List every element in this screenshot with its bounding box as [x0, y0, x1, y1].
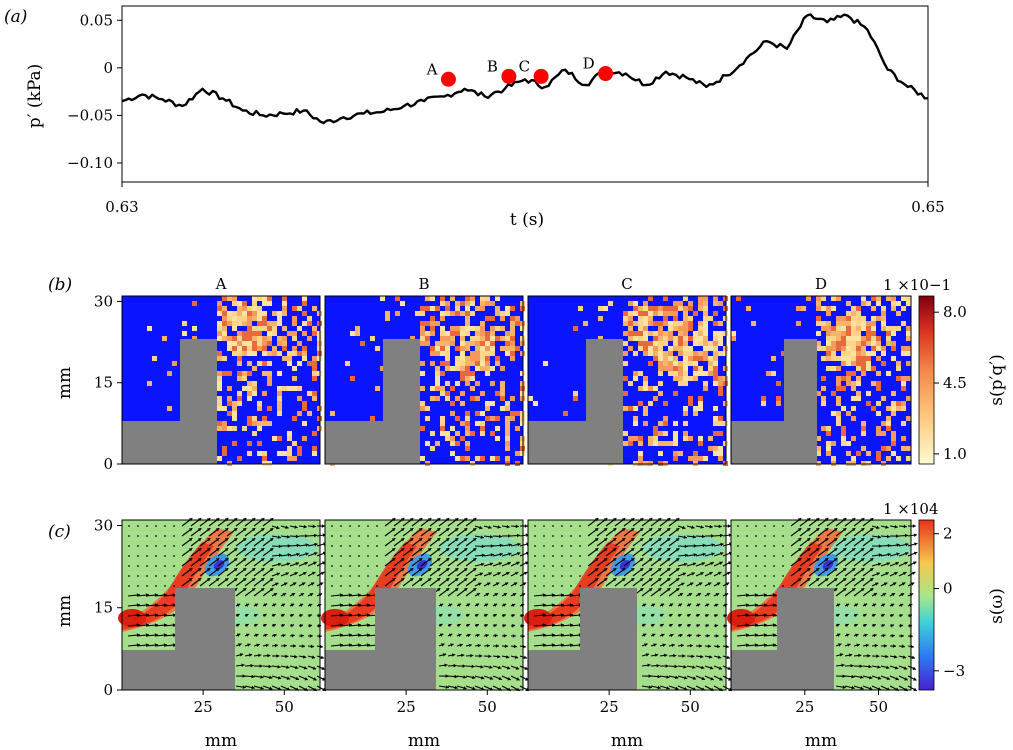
annotation-marker	[501, 68, 517, 84]
x-axis-a: 0.63 0.65	[105, 182, 945, 216]
annotation-marker	[440, 71, 456, 87]
y-tick-label: 30	[94, 292, 113, 310]
annotation-marker	[598, 66, 614, 82]
panel-a-label: (a)	[4, 7, 27, 27]
panel-c: (c) mm 0 15 30 25 50 mm 25 50 mm 25 50 mm 25 50 mm 1 …	[48, 500, 1007, 750]
heatmap-b-A: A	[121, 275, 322, 466]
vorticity-panel: 25 50 mm	[321, 517, 530, 750]
plot-frame-a	[121, 5, 929, 183]
y-tick-label: 0	[103, 59, 113, 77]
x-tick-label: 0.63	[105, 198, 138, 216]
x-tick-label: 0.65	[911, 198, 944, 216]
colorbar-b-scale: 1 ×10−1	[883, 276, 951, 294]
colorbar-tick-label: 0	[943, 580, 953, 598]
y-tick-label: 15	[94, 599, 113, 617]
x-tick-label: 25	[397, 698, 416, 716]
bluff-body	[731, 588, 834, 690]
subplot-title-b-C: C	[621, 275, 632, 293]
y-axis-label-b: mm	[55, 367, 75, 399]
y-tick-label: 30	[94, 516, 113, 534]
vorticity-panel: 25 50 mm	[727, 517, 918, 750]
bluff-body	[528, 339, 623, 464]
subplot-title-b-B: B	[418, 275, 429, 293]
heatmap-b-D: D	[730, 275, 912, 466]
x-axis-label-c: mm	[408, 731, 440, 750]
bluff-body	[731, 339, 817, 464]
heatmap-b-B: B	[324, 275, 525, 466]
bluff-body	[122, 588, 235, 690]
annotation-label: B	[487, 57, 498, 75]
y-axis-a: 0.05 0 −0.05 −0.10	[67, 11, 122, 172]
annotation-markers: A B C D	[426, 55, 614, 87]
colorbar-c-label: s(ω)	[987, 588, 1007, 624]
x-axis-label-c: mm	[205, 731, 237, 750]
x-tick-label: 25	[194, 698, 213, 716]
x-axis-label-c: mm	[805, 731, 837, 750]
y-tick-label: 0.05	[80, 11, 113, 29]
y-axis-b: 0 15 30	[94, 292, 122, 473]
x-tick-label: 50	[478, 698, 497, 716]
bluff-body	[325, 339, 420, 464]
x-tick-label: 50	[869, 698, 888, 716]
y-tick-label: 0	[103, 455, 113, 473]
annotation-label: A	[426, 60, 438, 78]
x-axis-label-c: mm	[611, 731, 643, 750]
annotation-label: C	[519, 57, 530, 75]
colorbar-tick-label: 2	[943, 525, 953, 543]
colorbar-tick-label: 8.0	[943, 303, 967, 321]
panel-b-label: (b)	[48, 275, 72, 295]
x-tick-label: 50	[681, 698, 700, 716]
x-tick-label: 25	[600, 698, 619, 716]
y-tick-label: −0.05	[67, 106, 113, 124]
panel-b: (b) mm 0 15 30 A B C D	[48, 275, 1007, 473]
x-axis-label-a: t (s)	[510, 210, 544, 230]
bluff-body	[122, 339, 217, 464]
pressure-series-line	[121, 13, 928, 125]
colorbar-tick-label: −3	[943, 662, 965, 680]
x-tick-label: 25	[795, 698, 814, 716]
subplot-title-b-D: D	[815, 275, 827, 293]
annotation-label: D	[583, 55, 595, 73]
panel-c-label: (c)	[48, 522, 71, 542]
colorbar-b: 1 ×10−1 8.0 4.5 1.0 s(p′q′)	[883, 276, 1007, 465]
annotation-marker	[533, 68, 549, 84]
heatmap-b-C: C	[527, 275, 728, 466]
y-axis-label-c: mm	[55, 595, 75, 627]
y-axis-c: 0 15 30	[94, 516, 122, 699]
vorticity-panel: 25 50 mm	[524, 517, 733, 750]
colorbar-b-label: s(p′q′)	[987, 354, 1007, 405]
x-tick-label: 50	[275, 698, 294, 716]
y-tick-label: 15	[94, 374, 113, 392]
bluff-body	[325, 588, 436, 690]
y-tick-label: −0.10	[67, 154, 113, 172]
y-axis-label-a: p′ (kPa)	[25, 64, 45, 129]
bluff-body	[528, 588, 637, 690]
subplot-title-b-A: A	[215, 275, 227, 293]
vorticity-panel: 25 50 mm	[118, 517, 327, 750]
y-tick-label: 0	[103, 681, 113, 699]
colorbar-tick-label: 1.0	[943, 445, 967, 463]
colorbar-tick-label: 4.5	[943, 374, 967, 392]
colorbar-c: 1 ×104 2 0 −3 s(ω)	[883, 500, 1007, 691]
colorbar-c-scale: 1 ×104	[883, 500, 939, 518]
